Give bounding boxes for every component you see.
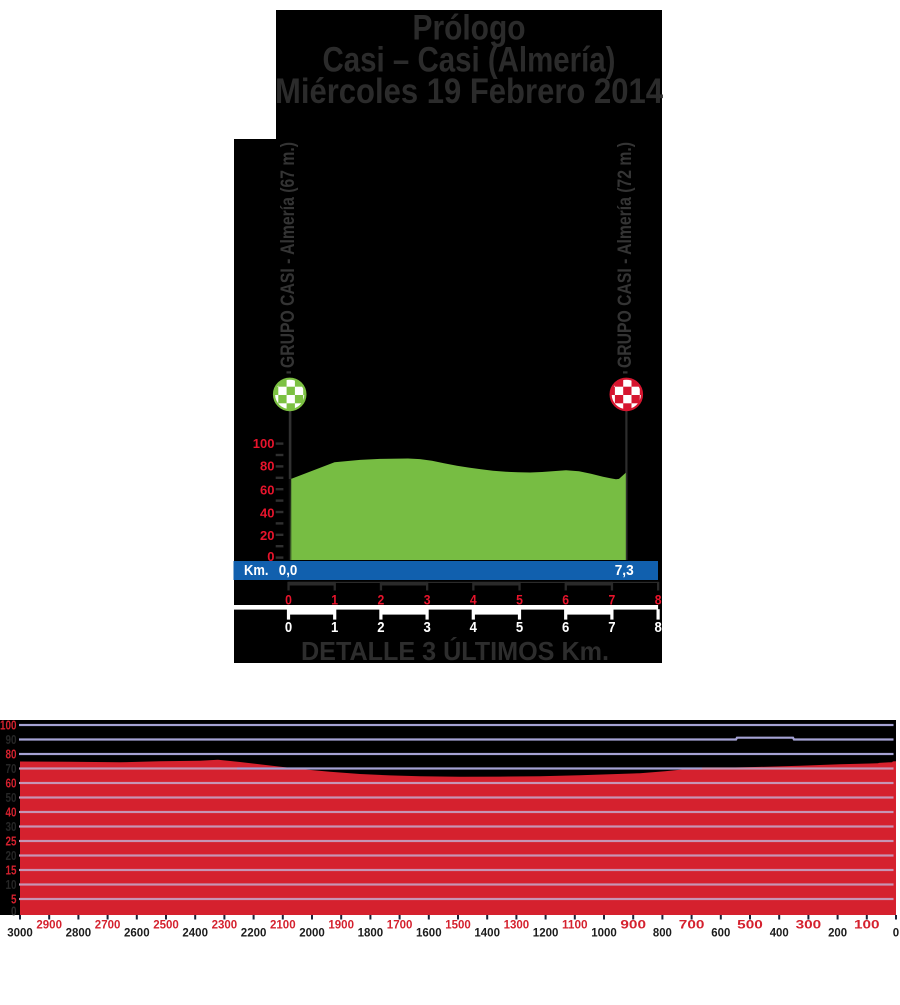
- svg-text:2200: 2200: [241, 926, 267, 940]
- svg-text:2800: 2800: [66, 926, 92, 940]
- svg-text:6: 6: [562, 592, 569, 608]
- svg-text:GRUPO CASI - Almería (72 m.): GRUPO CASI - Almería (72 m.): [614, 142, 636, 368]
- svg-text:2: 2: [377, 619, 384, 636]
- svg-text:30: 30: [6, 819, 17, 834]
- svg-text:400: 400: [770, 926, 789, 940]
- svg-text:Casi – Casi (Almería): Casi – Casi (Almería): [323, 41, 616, 80]
- svg-text:2300: 2300: [212, 917, 238, 931]
- svg-text:1300: 1300: [504, 917, 530, 931]
- svg-text:100: 100: [253, 436, 275, 451]
- svg-text:500: 500: [737, 917, 763, 931]
- svg-text:15: 15: [6, 863, 17, 878]
- svg-text:0: 0: [285, 592, 292, 608]
- svg-text:0: 0: [267, 549, 274, 564]
- svg-text:GRUPO CASI - Almería (67 m.): GRUPO CASI - Almería (67 m.): [277, 142, 299, 368]
- svg-text:1500: 1500: [445, 917, 471, 931]
- svg-text:8: 8: [655, 592, 662, 608]
- svg-text:200: 200: [828, 926, 847, 940]
- svg-text:20: 20: [260, 528, 274, 543]
- svg-text:4: 4: [470, 592, 477, 608]
- svg-text:2500: 2500: [153, 917, 179, 931]
- svg-text:300: 300: [796, 917, 822, 931]
- svg-text:1: 1: [331, 592, 338, 608]
- svg-text:80: 80: [260, 459, 274, 474]
- svg-text:0: 0: [285, 619, 292, 636]
- svg-text:40: 40: [6, 805, 17, 820]
- svg-text:3000: 3000: [7, 926, 33, 940]
- svg-text:50: 50: [6, 790, 17, 805]
- svg-text:2400: 2400: [182, 926, 208, 940]
- svg-text:3: 3: [423, 619, 430, 636]
- svg-text:700: 700: [679, 917, 705, 931]
- svg-text:7,3: 7,3: [615, 562, 634, 579]
- svg-text:2700: 2700: [95, 917, 121, 931]
- svg-text:Prólogo: Prólogo: [413, 9, 526, 48]
- svg-text:1000: 1000: [591, 926, 617, 940]
- svg-text:8: 8: [654, 619, 661, 636]
- svg-text:2: 2: [378, 592, 385, 608]
- svg-text:80: 80: [6, 747, 17, 762]
- svg-text:Miércoles 19 Febrero 2014: Miércoles 19 Febrero 2014: [275, 72, 663, 111]
- svg-text:5: 5: [516, 592, 523, 608]
- svg-text:70: 70: [6, 761, 17, 776]
- svg-text:1900: 1900: [328, 917, 354, 931]
- svg-text:25: 25: [6, 834, 17, 849]
- svg-text:40: 40: [260, 505, 274, 520]
- svg-text:60: 60: [6, 776, 17, 791]
- svg-text:2600: 2600: [124, 926, 150, 940]
- svg-text:2900: 2900: [36, 917, 62, 931]
- svg-text:7: 7: [609, 592, 616, 608]
- svg-text:1: 1: [331, 619, 338, 636]
- svg-text:0: 0: [893, 926, 900, 940]
- svg-text:4: 4: [470, 619, 478, 636]
- svg-text:5: 5: [516, 619, 523, 636]
- svg-text:1100: 1100: [562, 917, 588, 931]
- svg-text:DETALLE 3 ÚLTIMOS Km.: DETALLE 3 ÚLTIMOS Km.: [301, 636, 609, 666]
- svg-text:60: 60: [260, 482, 274, 497]
- svg-text:2000: 2000: [299, 926, 325, 940]
- svg-text:100: 100: [0, 718, 17, 733]
- svg-text:5: 5: [11, 892, 17, 907]
- svg-text:1400: 1400: [474, 926, 500, 940]
- svg-text:1200: 1200: [533, 926, 559, 940]
- svg-text:800: 800: [653, 926, 672, 940]
- svg-text:20: 20: [6, 848, 17, 863]
- svg-text:1800: 1800: [358, 926, 384, 940]
- svg-text:1600: 1600: [416, 926, 442, 940]
- svg-text:6: 6: [562, 619, 569, 636]
- svg-text:600: 600: [711, 926, 730, 940]
- svg-text:10: 10: [6, 877, 17, 892]
- svg-text:7: 7: [608, 619, 615, 636]
- svg-text:Km.: Km.: [244, 562, 269, 579]
- svg-text:2100: 2100: [270, 917, 296, 931]
- svg-text:1700: 1700: [387, 917, 413, 931]
- svg-text:90: 90: [6, 732, 17, 747]
- svg-text:0: 0: [11, 904, 17, 919]
- svg-text:100: 100: [854, 917, 880, 931]
- svg-text:3: 3: [424, 592, 431, 608]
- svg-text:0,0: 0,0: [279, 562, 298, 579]
- svg-text:900: 900: [620, 917, 646, 931]
